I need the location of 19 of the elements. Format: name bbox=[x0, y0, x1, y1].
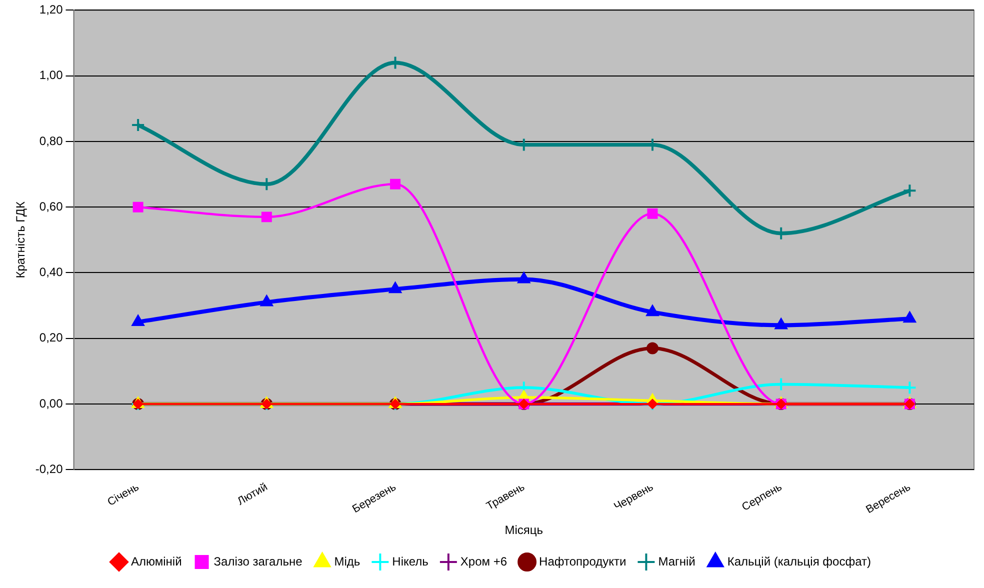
legend-label: Алюміній bbox=[131, 554, 182, 568]
legend-label: Мідь bbox=[334, 554, 360, 568]
y-tick-label: 0,00 bbox=[39, 396, 64, 410]
y-tick-label: 1,00 bbox=[39, 68, 64, 82]
legend-label: Кальцій (кальція фосфат) bbox=[727, 554, 872, 568]
y-tick-label: -0,20 bbox=[35, 462, 64, 476]
x-axis-title: Місяць bbox=[504, 523, 544, 538]
legend-label: Нафтопродукти bbox=[539, 554, 626, 568]
x-tick-label: Січень bbox=[106, 481, 142, 509]
legend-label: Магній bbox=[658, 554, 696, 568]
y-tick-label: 0,40 bbox=[39, 265, 64, 280]
y-axis-title: Кратність ГДК bbox=[14, 202, 28, 278]
legend-label: Хром +6 bbox=[460, 554, 508, 568]
y-tick-label: 0,60 bbox=[39, 199, 64, 214]
y-tick-label: 0,80 bbox=[39, 134, 64, 148]
y-tick-label: 0,20 bbox=[39, 330, 64, 345]
y-tick-label: 1,20 bbox=[39, 2, 64, 17]
legend-label: Нікель bbox=[392, 554, 428, 568]
legend-label: Залізо загальне bbox=[214, 554, 303, 568]
